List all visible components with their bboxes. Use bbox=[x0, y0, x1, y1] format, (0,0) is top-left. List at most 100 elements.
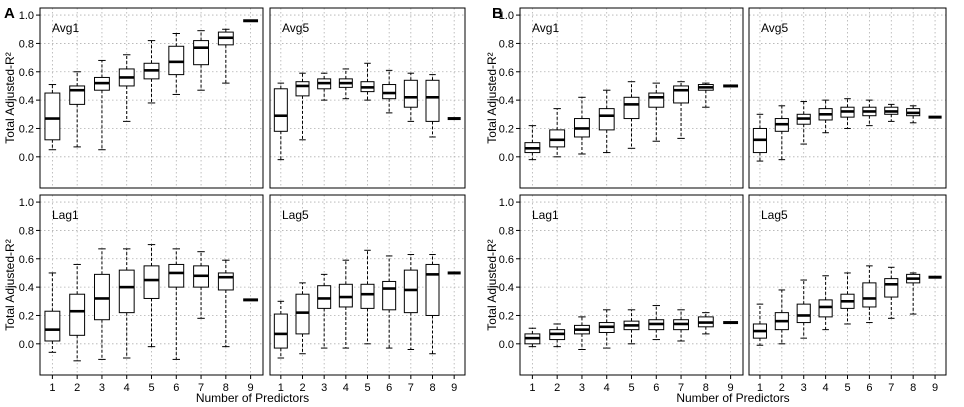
box-body bbox=[425, 263, 440, 316]
box-body bbox=[118, 269, 135, 314]
x-tick-label: 4 bbox=[823, 382, 829, 394]
x-tick-label: 9 bbox=[932, 382, 938, 394]
panel-B-lag5: Lag5 1 2 3 4 5 6 7 8 9 bbox=[748, 194, 947, 394]
box-6 bbox=[862, 99, 877, 127]
panel-label: Lag1 bbox=[532, 208, 559, 222]
box-body bbox=[143, 265, 160, 299]
y-tick-label: 1.0 bbox=[499, 10, 514, 22]
box-3 bbox=[94, 248, 110, 360]
box-6 bbox=[648, 305, 665, 341]
y-tick-label: 0.0 bbox=[19, 339, 34, 351]
panel-label: Lag5 bbox=[282, 208, 309, 222]
box-2 bbox=[549, 108, 566, 158]
y-tick-label: 0.0 bbox=[19, 152, 34, 164]
box-7 bbox=[673, 309, 689, 342]
box-5 bbox=[360, 249, 375, 345]
x-tick-label: 9 bbox=[451, 382, 457, 394]
y-axis-label: Total Adjusted-R² bbox=[485, 239, 499, 330]
box-7 bbox=[193, 30, 209, 91]
box-body bbox=[338, 283, 353, 308]
x-tick-label: 4 bbox=[124, 382, 130, 394]
panel-label: Avg1 bbox=[532, 21, 559, 35]
panel-border bbox=[748, 7, 947, 189]
y-axis-label: Total Adjusted-R² bbox=[3, 52, 17, 143]
x-tick-label: 1 bbox=[49, 382, 55, 394]
box-body bbox=[382, 84, 397, 100]
box-body bbox=[193, 40, 209, 66]
box-6 bbox=[862, 265, 877, 324]
panel-A-avg1: Avg1 0.0 0.2 0.4 0.6 0.8 1.0 Total Adjusted-R² bbox=[3, 7, 264, 189]
x-tick-label: 1 bbox=[529, 382, 535, 394]
x-tick-label: 6 bbox=[866, 382, 872, 394]
box-4 bbox=[598, 89, 615, 154]
x-tick-label: 8 bbox=[429, 382, 435, 394]
box-5 bbox=[360, 62, 375, 101]
box-2 bbox=[69, 71, 86, 148]
box-1 bbox=[752, 303, 768, 346]
box-2 bbox=[774, 289, 789, 345]
box-7 bbox=[884, 266, 899, 319]
box-4 bbox=[818, 275, 833, 331]
box-body bbox=[44, 92, 61, 141]
box-4 bbox=[338, 259, 353, 349]
box-body bbox=[623, 96, 640, 120]
panel-A-avg5: Avg5 bbox=[269, 7, 466, 189]
box-5 bbox=[143, 244, 160, 348]
box-body bbox=[44, 310, 61, 342]
box-body bbox=[425, 79, 440, 122]
box-body bbox=[217, 272, 234, 291]
box-1 bbox=[273, 82, 288, 161]
panel-label: Lag5 bbox=[761, 208, 788, 222]
x-tick-label: 7 bbox=[678, 382, 684, 394]
x-tick-label: 3 bbox=[579, 382, 585, 394]
y-tick-label: 0.8 bbox=[499, 225, 514, 237]
box-8 bbox=[697, 312, 714, 335]
box-8 bbox=[425, 74, 440, 138]
x-tick-label: 2 bbox=[779, 382, 785, 394]
box-2 bbox=[295, 282, 310, 355]
box-body bbox=[648, 92, 665, 108]
y-tick-label: 0.4 bbox=[19, 282, 34, 294]
box-1 bbox=[524, 125, 541, 161]
x-tick-label: 6 bbox=[173, 382, 179, 394]
box-body bbox=[69, 293, 86, 336]
box-4 bbox=[118, 248, 135, 359]
x-tick-label: 5 bbox=[148, 382, 154, 394]
box-body bbox=[403, 79, 418, 108]
panel-A-lag1: Lag1 0.0 0.2 0.4 0.6 0.8 1.0 Total Adjusted-R² 1… bbox=[3, 194, 264, 394]
y-tick-label: 1.0 bbox=[19, 10, 34, 22]
y-tick-label: 0.2 bbox=[19, 310, 34, 322]
box-body bbox=[168, 45, 185, 76]
box-8 bbox=[906, 272, 921, 315]
box-body bbox=[549, 129, 566, 148]
box-body bbox=[673, 85, 689, 104]
x-tick-label: 1 bbox=[757, 382, 763, 394]
x-tick-label: 3 bbox=[321, 382, 327, 394]
box-1 bbox=[273, 300, 288, 359]
panel-letter-A: A bbox=[4, 5, 15, 22]
box-7 bbox=[193, 251, 209, 319]
box-body bbox=[295, 293, 310, 335]
panel-label: Avg5 bbox=[761, 21, 788, 35]
x-tick-label: 4 bbox=[343, 382, 349, 394]
box-8 bbox=[217, 28, 234, 84]
x-tick-label: 8 bbox=[703, 382, 709, 394]
box-3 bbox=[796, 101, 811, 145]
box-7 bbox=[884, 103, 899, 122]
x-tick-label: 4 bbox=[604, 382, 610, 394]
y-tick-label: 0.6 bbox=[19, 254, 34, 266]
y-tick-label: 0.4 bbox=[19, 95, 34, 107]
box-3 bbox=[574, 316, 590, 350]
box-5 bbox=[623, 81, 640, 149]
y-tick-label: 0.2 bbox=[19, 123, 34, 135]
box-1 bbox=[44, 272, 61, 353]
box-1 bbox=[524, 327, 541, 348]
panel-label: Avg5 bbox=[282, 21, 309, 35]
panel-B-lag1: Lag1 0.0 0.2 0.4 0.6 0.8 1.0 Total Adjusted-R² 1… bbox=[485, 194, 744, 394]
box-5 bbox=[143, 40, 160, 104]
y-tick-label: 0.8 bbox=[19, 225, 34, 237]
x-tick-label: 2 bbox=[74, 382, 80, 394]
box-4 bbox=[598, 309, 615, 349]
y-tick-label: 0.2 bbox=[499, 123, 514, 135]
panel-label: Lag1 bbox=[52, 208, 79, 222]
